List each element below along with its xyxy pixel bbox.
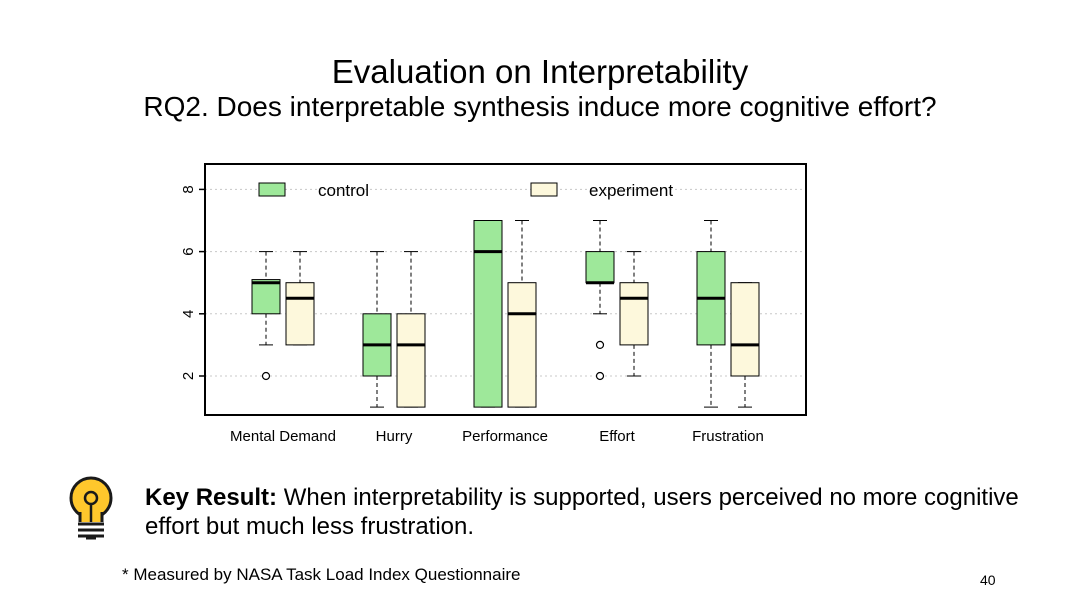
x-tick-label: Performance — [462, 428, 548, 445]
box-control — [251, 279, 281, 315]
y-tick-label: 2 — [180, 372, 197, 380]
x-tick-label: Effort — [599, 428, 635, 445]
outlier-point — [261, 371, 271, 381]
slide-subtitle: RQ2. Does interpretable synthesis induce… — [143, 91, 937, 122]
legend-label-control: control — [318, 181, 369, 200]
box-control — [473, 220, 503, 408]
box-experiment — [507, 282, 537, 408]
slide-title: Evaluation on Interpretability — [331, 53, 749, 90]
footnote: * Measured by NASA Task Load Index Quest… — [122, 565, 521, 584]
x-tick-label: Frustration — [692, 428, 764, 445]
outlier-point — [595, 340, 605, 349]
key-result-text: Key Result: When interpretability is sup… — [145, 483, 1045, 541]
legend-swatch-control — [258, 182, 286, 197]
box-experiment — [396, 313, 426, 408]
key-result-body: When interpretability is supported, user… — [145, 484, 1019, 540]
box-experiment — [619, 282, 649, 346]
page-number: 40 — [980, 572, 996, 588]
x-tick-label: Hurry — [376, 428, 413, 445]
outlier-point — [595, 371, 605, 381]
y-tick-label: 8 — [180, 185, 197, 193]
legend-swatch-experiment — [530, 182, 558, 197]
x-tick-label: Mental Demand — [230, 428, 336, 445]
y-tick-label: 4 — [180, 310, 197, 318]
box-experiment — [730, 282, 760, 377]
box-control — [585, 251, 615, 284]
legend-label-experiment: experiment — [589, 181, 673, 200]
y-tick-label: 6 — [180, 247, 197, 255]
plot-frame — [204, 163, 807, 416]
lightbulb-icon — [69, 476, 113, 540]
key-result-label: Key Result: — [145, 484, 278, 511]
box-experiment — [285, 282, 315, 346]
